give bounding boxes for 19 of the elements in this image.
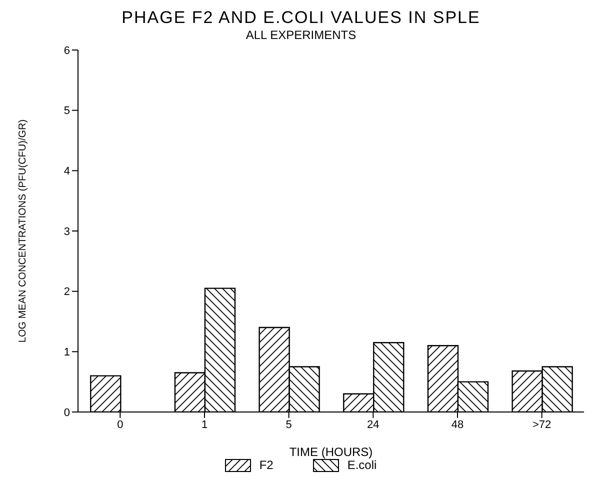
y-tick-label: 3 [64, 226, 70, 238]
y-tick-label: 5 [64, 105, 70, 118]
x-tick-label: 1 [201, 418, 208, 431]
chart-title: PHAGE F2 AND E.COLI VALUES IN SPLE [120, 8, 482, 28]
y-tick-label: 4 [64, 166, 70, 178]
x-tick-label: 24 [367, 418, 380, 431]
y-axis-title: LOG MEAN CONCENTRATIONS (PFU(CFU)/GR) [18, 119, 29, 343]
legend-label: E.coli [347, 458, 377, 472]
y-tick-label: 6 [64, 44, 70, 57]
y-tick-label: 2 [64, 286, 70, 298]
y-tick-label: 1 [64, 346, 70, 359]
x-tick-label: 5 [286, 418, 292, 431]
y-tick-label: 0 [64, 406, 70, 419]
x-tick-label: >72 [532, 418, 552, 431]
legend-label: F2 [258, 458, 274, 472]
x-tick-label: 48 [451, 418, 464, 431]
chart-subtitle: ALL EXPERIMENTS [244, 28, 358, 42]
x-tick-label: 0 [117, 418, 124, 431]
x-axis-title: TIME (HOURS) [289, 445, 373, 459]
